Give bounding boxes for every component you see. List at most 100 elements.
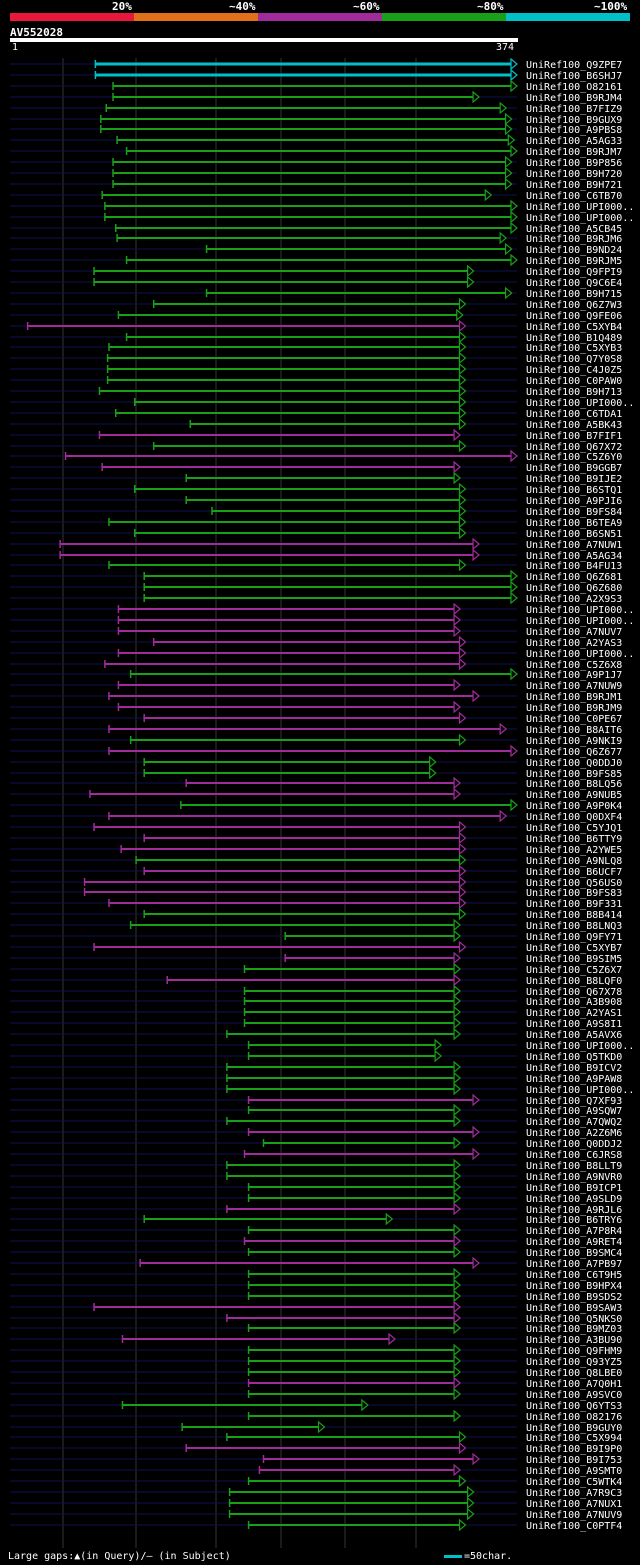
- hit-label[interactable]: UniRef100_B9RJM1: [526, 692, 622, 703]
- hit-label[interactable]: UniRef100_Q8LBE0: [526, 1368, 622, 1379]
- hit-row[interactable]: UniRef100_B9I9P0: [10, 1441, 622, 1455]
- hit-row[interactable]: UniRef100_B9H720: [10, 166, 622, 180]
- hit-row[interactable]: UniRef100_B9H721: [10, 177, 622, 191]
- hit-label[interactable]: UniRef100_UPI000..: [526, 398, 634, 409]
- hit-label[interactable]: UniRef100_C6TDA1: [526, 409, 622, 420]
- hit-label[interactable]: UniRef100_Q5TKD0: [526, 1052, 622, 1063]
- hit-row[interactable]: UniRef100_C5Z6X8: [10, 657, 622, 671]
- hit-label[interactable]: UniRef100_C6T9H5: [526, 1270, 622, 1281]
- hit-row[interactable]: UniRef100_B9H715: [10, 286, 622, 300]
- hit-label[interactable]: UniRef100_Q93YZ5: [526, 1357, 622, 1368]
- hit-row[interactable]: UniRef100_UPI000..: [10, 395, 634, 409]
- hit-label[interactable]: UniRef100_B9HPX4: [526, 1281, 622, 1292]
- hit-label[interactable]: UniRef100_A7NUV7: [526, 627, 622, 638]
- hit-label[interactable]: UniRef100_B8LQ56: [526, 779, 622, 790]
- hit-row[interactable]: UniRef100_B9FS85: [10, 766, 622, 780]
- hit-row[interactable]: UniRef100_A7NUV7: [10, 624, 622, 638]
- hit-row[interactable]: UniRef100_A9SMT0: [10, 1463, 622, 1477]
- hit-row[interactable]: UniRef100_B9ND24: [10, 242, 622, 256]
- hit-row[interactable]: UniRef100_Q5TKD0: [10, 1049, 622, 1063]
- hit-label[interactable]: UniRef100_C5WTK4: [526, 1477, 622, 1488]
- hit-label[interactable]: UniRef100_UPI000..: [526, 202, 634, 213]
- hit-row[interactable]: UniRef100_B6TTY9: [10, 831, 622, 845]
- hit-row[interactable]: UniRef100_Q5NKS0: [10, 1311, 622, 1325]
- hit-row[interactable]: UniRef100_A7NUV9: [10, 1507, 622, 1521]
- hit-row[interactable]: UniRef100_Q8LBE0: [10, 1365, 622, 1379]
- hit-label[interactable]: UniRef100_C5XYB4: [526, 322, 622, 333]
- hit-row[interactable]: UniRef100_B9HPX4: [10, 1278, 622, 1292]
- hit-row[interactable]: UniRef100_Q67X72: [10, 439, 622, 453]
- hit-label[interactable]: UniRef100_A7P8R4: [526, 1226, 622, 1237]
- hit-row[interactable]: UniRef100_Q9C6E4: [10, 275, 622, 289]
- hit-label[interactable]: UniRef100_A9PAW8: [526, 1074, 622, 1085]
- hit-label[interactable]: UniRef100_A9SMT0: [526, 1466, 622, 1477]
- hit-row[interactable]: UniRef100_B9RJM7: [10, 144, 622, 158]
- hit-label[interactable]: UniRef100_B9RJM7: [526, 147, 622, 158]
- hit-row[interactable]: UniRef100_A9SVC0: [10, 1387, 622, 1401]
- hit-row[interactable]: UniRef100_A2X9S3: [10, 591, 622, 605]
- hit-label[interactable]: UniRef100_Q6Z677: [526, 747, 622, 758]
- hit-row[interactable]: UniRef100_UPI000..: [10, 602, 634, 616]
- hit-row[interactable]: UniRef100_A9NUB5: [10, 787, 622, 801]
- hit-label[interactable]: UniRef100_A9NKI9: [526, 736, 622, 747]
- hit-label[interactable]: UniRef100_A2YAS3: [526, 638, 622, 649]
- hit-label[interactable]: UniRef100_B9MZ03: [526, 1324, 622, 1335]
- hit-label[interactable]: UniRef100_B9ICP1: [526, 1183, 622, 1194]
- hit-label[interactable]: UniRef100_A9NVR0: [526, 1172, 622, 1183]
- hit-label[interactable]: UniRef100_Q6Z681: [526, 572, 622, 583]
- hit-row[interactable]: UniRef100_B7FIZ9: [10, 101, 622, 115]
- hit-row[interactable]: UniRef100_A7Q0H1: [10, 1376, 622, 1390]
- hit-row[interactable]: UniRef100_B9RJM9: [10, 700, 622, 714]
- hit-row[interactable]: UniRef100_Q56US0: [10, 875, 622, 889]
- hit-label[interactable]: UniRef100_B9GUY0: [526, 1423, 622, 1434]
- hit-row[interactable]: UniRef100_B9RJM4: [10, 90, 622, 104]
- hit-label[interactable]: UniRef100_C0PTF4: [526, 1521, 622, 1532]
- hit-row[interactable]: UniRef100_UPI000..: [10, 1038, 634, 1052]
- hit-label[interactable]: UniRef100_A5CB45: [526, 224, 622, 235]
- hit-row[interactable]: UniRef100_Q6Z677: [10, 744, 622, 758]
- hit-row[interactable]: UniRef100_UPI000..: [10, 199, 634, 213]
- hit-label[interactable]: UniRef100_UPI000..: [526, 213, 634, 224]
- hit-row[interactable]: UniRef100_Q7Y0S8: [10, 351, 622, 365]
- hit-row[interactable]: UniRef100_A9S8I1: [10, 1016, 622, 1030]
- hit-row[interactable]: UniRef100_Q6Z680: [10, 580, 622, 594]
- hit-label[interactable]: UniRef100_B9RJM6: [526, 234, 622, 245]
- hit-label[interactable]: UniRef100_UPI000..: [526, 1085, 634, 1096]
- hit-label[interactable]: UniRef100_O82161: [526, 82, 622, 93]
- hit-row[interactable]: UniRef100_C6JRS8: [10, 1147, 622, 1161]
- hit-row[interactable]: UniRef100_C5XYB3: [10, 340, 622, 354]
- hit-row[interactable]: UniRef100_B6SN51: [10, 526, 622, 540]
- hit-row[interactable]: UniRef100_A9P1J7: [10, 667, 622, 681]
- hit-row[interactable]: UniRef100_C5XYB7: [10, 940, 622, 954]
- hit-row[interactable]: UniRef100_A7QWQ2: [10, 1114, 622, 1128]
- hit-label[interactable]: UniRef100_C0PAW0: [526, 376, 622, 387]
- hit-label[interactable]: UniRef100_A9RET4: [526, 1237, 622, 1248]
- hit-row[interactable]: UniRef100_A9SLD9: [10, 1191, 622, 1205]
- hit-row[interactable]: UniRef100_A5BK43: [10, 417, 622, 431]
- hit-label[interactable]: UniRef100_B9RJM9: [526, 703, 622, 714]
- hit-label[interactable]: UniRef100_B9ND24: [526, 245, 622, 256]
- hit-row[interactable]: UniRef100_Q0DXF4: [10, 809, 622, 823]
- hit-label[interactable]: UniRef100_B9FS84: [526, 507, 622, 518]
- hit-row[interactable]: UniRef100_Q9FPI9: [10, 264, 622, 278]
- hit-row[interactable]: UniRef100_B6UCF7: [10, 864, 622, 878]
- hit-row[interactable]: UniRef100_A5AG34: [10, 548, 622, 562]
- hit-label[interactable]: UniRef100_Q67X72: [526, 442, 622, 453]
- hit-label[interactable]: UniRef100_B7FIF1: [526, 431, 622, 442]
- hit-row[interactable]: UniRef100_B9RJM5: [10, 253, 622, 267]
- hit-row[interactable]: UniRef100_B9GUX9: [10, 112, 622, 126]
- hit-row[interactable]: UniRef100_C0PTF4: [10, 1518, 622, 1532]
- hit-row[interactable]: UniRef100_C5Z6Y0: [10, 449, 622, 463]
- hit-row[interactable]: UniRef100_C5WTK4: [10, 1474, 622, 1488]
- hit-label[interactable]: UniRef100_A3BU90: [526, 1335, 622, 1346]
- hit-label[interactable]: UniRef100_B8AIT6: [526, 725, 622, 736]
- hit-label[interactable]: UniRef100_B9GUX9: [526, 115, 622, 126]
- hit-label[interactable]: UniRef100_B9SAW3: [526, 1303, 622, 1314]
- hit-row[interactable]: UniRef100_C4J0Z5: [10, 362, 622, 376]
- hit-row[interactable]: UniRef100_B4FU13: [10, 558, 622, 572]
- hit-row[interactable]: UniRef100_A7NUX1: [10, 1496, 622, 1510]
- hit-row[interactable]: UniRef100_A7R9C3: [10, 1485, 622, 1499]
- hit-row[interactable]: UniRef100_B9SAW3: [10, 1300, 622, 1314]
- hit-label[interactable]: UniRef100_C5Z6X8: [526, 660, 622, 671]
- hit-row[interactable]: UniRef100_A7P8R4: [10, 1223, 622, 1237]
